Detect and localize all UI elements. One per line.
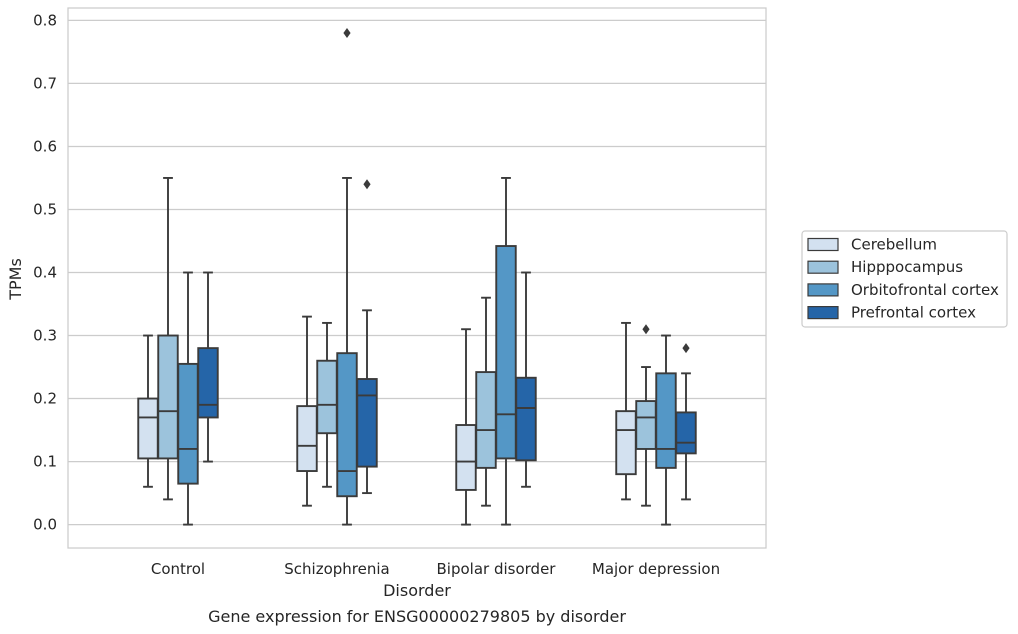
- y-tick-label: 0.1: [33, 453, 57, 471]
- box-iqr: [197, 347, 219, 419]
- chart-title: Gene expression for ENSG00000279805 by d…: [208, 607, 626, 626]
- box-cerebellum: [296, 315, 318, 507]
- legend: Cerebellum Hipppocampus Orbitofrontal cort…: [801, 230, 1008, 328]
- legend-swatch: [807, 237, 839, 252]
- x-tick-labels: Control Schizophrenia Bipolar disorder Majo…: [151, 560, 720, 578]
- box-prefrontal-cortex: [356, 179, 378, 495]
- box-orbitofrontal-cortex: [336, 28, 358, 526]
- legend-label: Hipppocampus: [851, 258, 963, 276]
- y-tick-label: 0.6: [33, 137, 57, 155]
- box-groups: [137, 28, 697, 526]
- outlier-point: [642, 324, 650, 335]
- box-iqr: [316, 359, 338, 435]
- y-tick-label: 0.7: [33, 74, 57, 92]
- y-tick-label: 0.5: [33, 200, 57, 218]
- outlier-point: [682, 343, 690, 354]
- box-iqr: [475, 371, 497, 469]
- y-tick-labels: 0.0 0.1 0.2 0.3 0.4 0.5 0.6 0.7 0.8: [33, 11, 57, 533]
- box-iqr: [455, 424, 477, 491]
- x-tick-label: Bipolar disorder: [437, 560, 557, 578]
- legend-label: Orbitofrontal cortex: [851, 281, 999, 299]
- legend-swatch: [807, 260, 839, 274]
- legend-label: Cerebellum: [851, 236, 937, 254]
- box-iqr: [675, 411, 697, 455]
- x-tick-label: Control: [151, 560, 205, 578]
- x-tick-label: Schizophrenia: [284, 560, 389, 578]
- box-iqr: [495, 245, 517, 460]
- box-orbitofrontal-cortex: [177, 271, 199, 526]
- outlier-point: [363, 179, 371, 190]
- outlier-point: [343, 28, 351, 39]
- box-iqr: [137, 397, 159, 460]
- legend-swatch: [807, 283, 839, 297]
- y-tick-label: 0.0: [33, 516, 57, 534]
- plot-area-frame: [67, 7, 767, 549]
- box-iqr: [356, 378, 378, 468]
- box-iqr: [515, 376, 537, 462]
- y-tick-label: 0.3: [33, 327, 57, 345]
- box-iqr: [336, 352, 358, 498]
- y-tick-label: 0.4: [33, 264, 57, 282]
- legend-swatch: [807, 306, 839, 320]
- y-axis-label: TPMs: [6, 258, 25, 301]
- box-orbitofrontal-cortex: [495, 177, 517, 526]
- box-cerebellum: [615, 321, 637, 501]
- box-iqr: [177, 362, 199, 485]
- box-iqr: [296, 405, 318, 472]
- legend-frame: [801, 230, 1008, 328]
- x-tick-label: Major depression: [592, 560, 720, 578]
- legend-label: Prefrontal cortex: [851, 304, 976, 322]
- box-orbitofrontal-cortex: [655, 334, 677, 526]
- box-iqr: [655, 372, 677, 469]
- box-iqr: [615, 410, 637, 476]
- box-prefrontal-cortex: [675, 343, 697, 501]
- y-tick-label: 0.8: [33, 11, 57, 29]
- box-hipppocampus: [635, 324, 657, 507]
- box-prefrontal-cortex: [515, 271, 537, 488]
- x-axis-label: Disorder: [383, 581, 451, 600]
- box-iqr: [635, 400, 657, 450]
- y-tick-label: 0.2: [33, 390, 57, 408]
- box-prefrontal-cortex: [197, 271, 219, 463]
- box-iqr: [157, 334, 179, 460]
- box-hipppocampus: [475, 296, 497, 507]
